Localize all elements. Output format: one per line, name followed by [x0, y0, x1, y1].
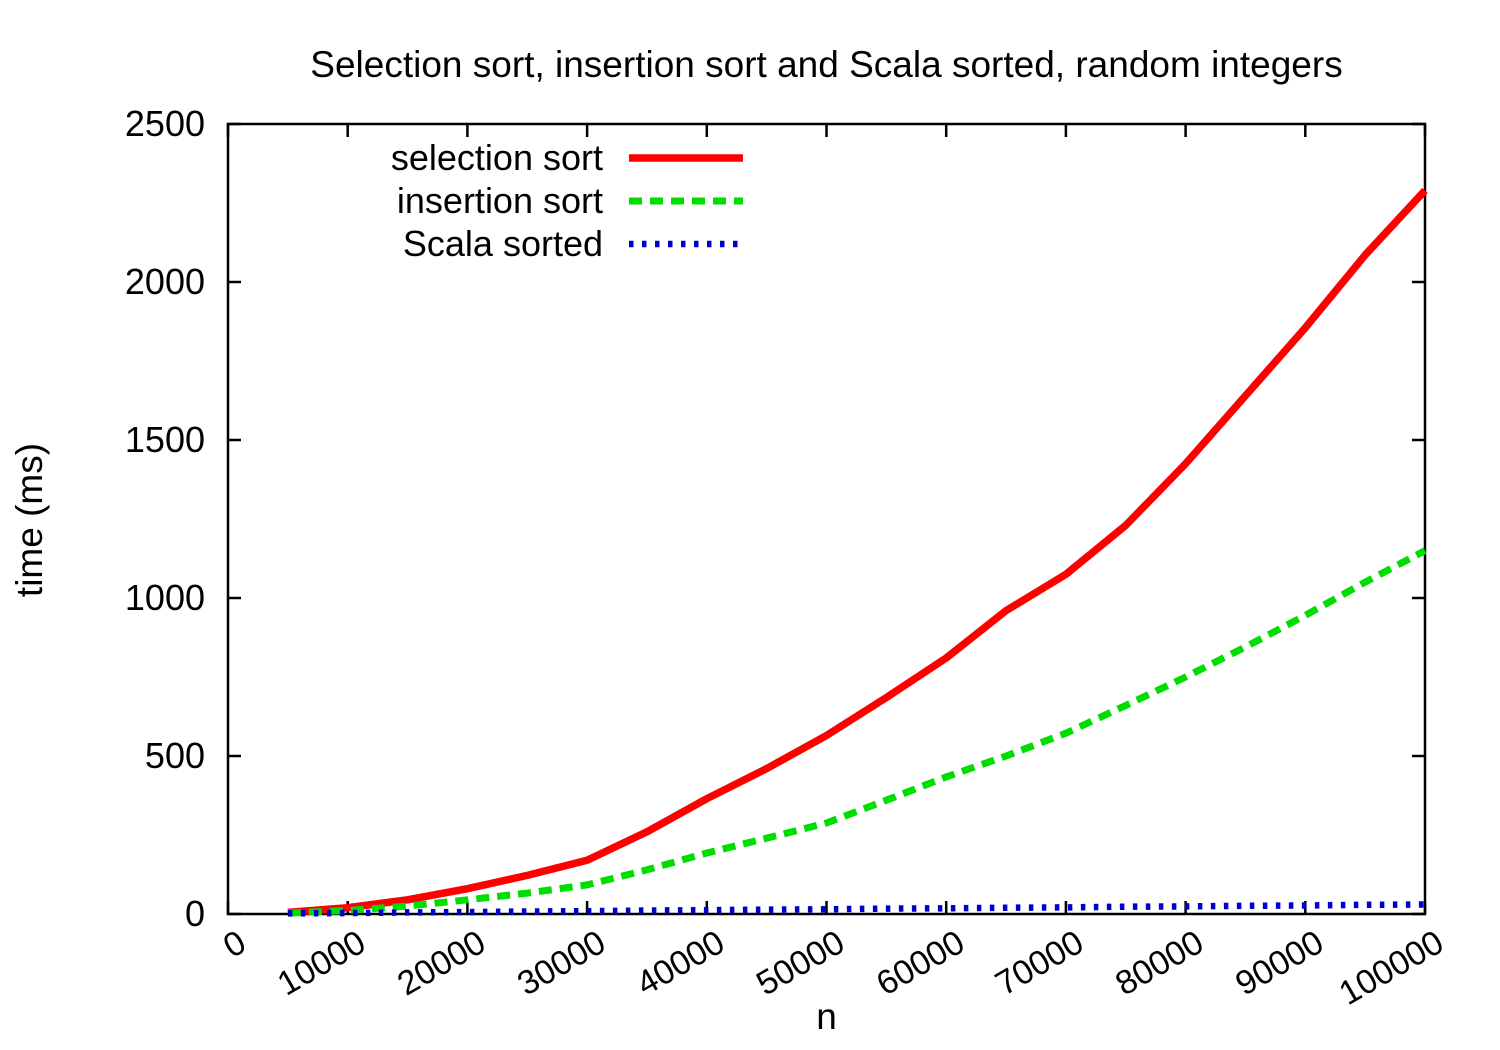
series-line-selection-sort — [287, 187, 1428, 917]
y-tick-label: 1500 — [124, 419, 205, 460]
y-tick-label: 2000 — [124, 261, 205, 302]
legend-label: selection sort — [390, 137, 603, 178]
y-tick-label: 2500 — [124, 103, 205, 144]
legend-line-sample — [629, 197, 743, 205]
chart-title: Selection sort, insertion sort and Scala… — [310, 44, 1343, 85]
y-tick-label: 500 — [144, 735, 205, 776]
legend-line-sample — [629, 154, 743, 162]
y-tick-label: 0 — [184, 893, 205, 934]
x-axis-title: n — [816, 996, 837, 1037]
legend-line-sample — [629, 240, 743, 248]
legend-label: Scala sorted — [402, 223, 603, 264]
series-line-scala-sorted — [287, 901, 1426, 917]
y-tick-label: 1000 — [124, 577, 205, 618]
series-line-insertion-sort — [287, 547, 1427, 917]
legend-label: insertion sort — [396, 180, 603, 221]
